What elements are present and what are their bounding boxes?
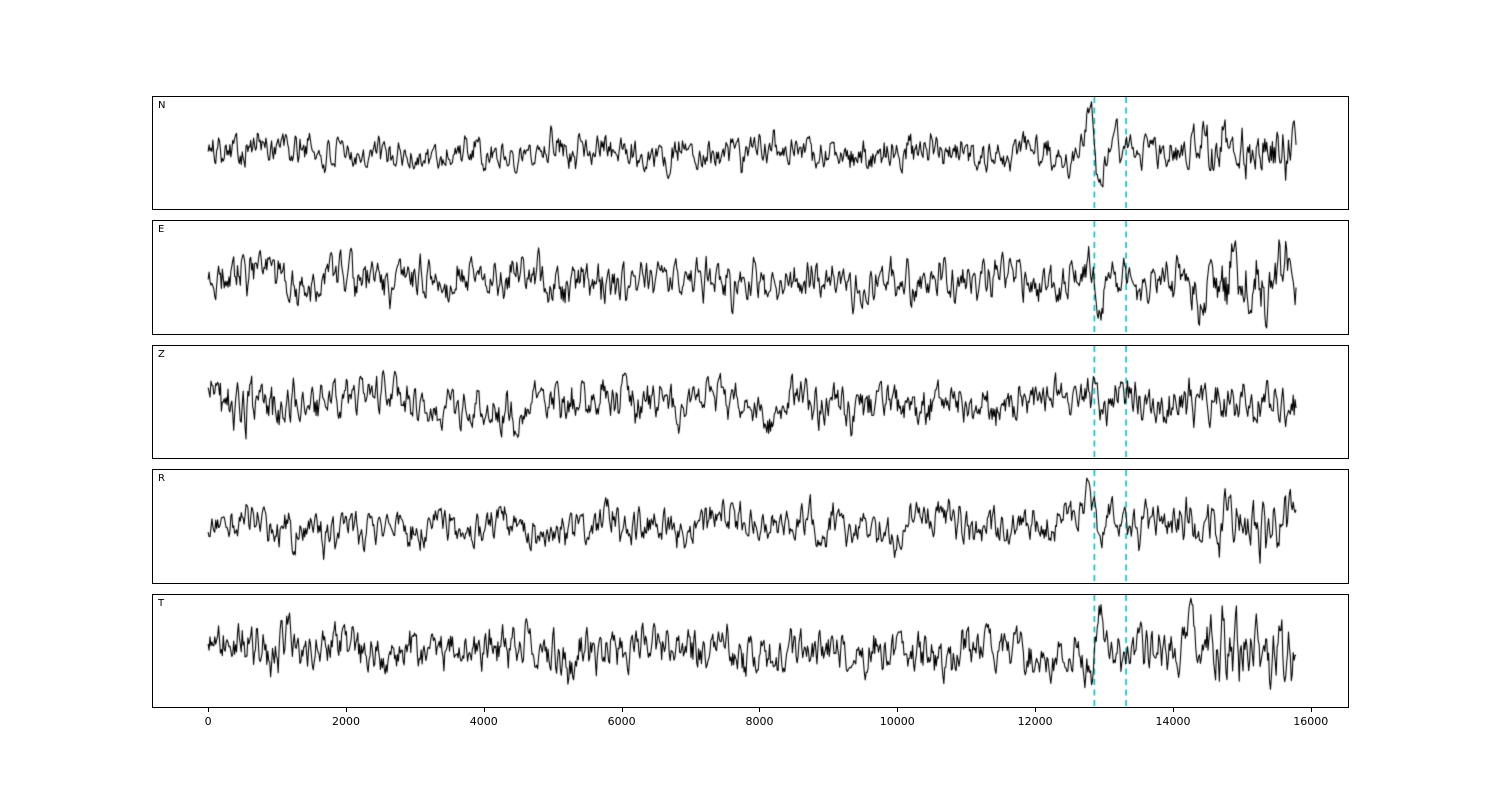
channel-label-r: R — [158, 473, 165, 484]
waveform-canvas-n — [153, 97, 1348, 209]
x-tick-mark — [483, 708, 485, 712]
x-tick-label: 6000 — [607, 715, 636, 728]
x-axis: 0 2000 4000 6000 8000 10000 12000 14000 16000 — [0, 708, 1500, 740]
channel-label-z: Z — [158, 349, 165, 360]
waveform-panel-t: T — [152, 594, 1349, 708]
x-tick-mark — [897, 708, 899, 712]
waveform-panel-e: E — [152, 220, 1349, 335]
waveform-panel-n: N — [152, 96, 1349, 210]
x-tick-mark — [759, 708, 761, 712]
x-tick-label: 14000 — [1155, 715, 1191, 728]
x-tick-mark — [208, 708, 210, 712]
waveform-canvas-r — [153, 470, 1348, 583]
channel-label-n: N — [158, 100, 166, 111]
x-tick-label: 2000 — [331, 715, 360, 728]
x-tick-mark — [1310, 708, 1312, 712]
x-tick-mark — [345, 708, 347, 712]
x-tick-label: 8000 — [745, 715, 774, 728]
x-tick-label: 10000 — [879, 715, 915, 728]
waveform-canvas-z — [153, 346, 1348, 458]
x-tick-label: 0 — [204, 715, 212, 728]
x-tick-mark — [1172, 708, 1174, 712]
channel-label-e: E — [158, 224, 165, 235]
channel-label-t: T — [158, 598, 165, 609]
x-tick-label: 12000 — [1017, 715, 1053, 728]
x-tick-mark — [621, 708, 623, 712]
waveform-canvas-e — [153, 221, 1348, 334]
x-tick-label: 4000 — [469, 715, 498, 728]
x-tick-mark — [1035, 708, 1037, 712]
waveform-canvas-t — [153, 595, 1348, 707]
x-tick-label: 16000 — [1293, 715, 1329, 728]
waveform-panel-r: R — [152, 469, 1349, 584]
waveform-panel-z: Z — [152, 345, 1349, 459]
